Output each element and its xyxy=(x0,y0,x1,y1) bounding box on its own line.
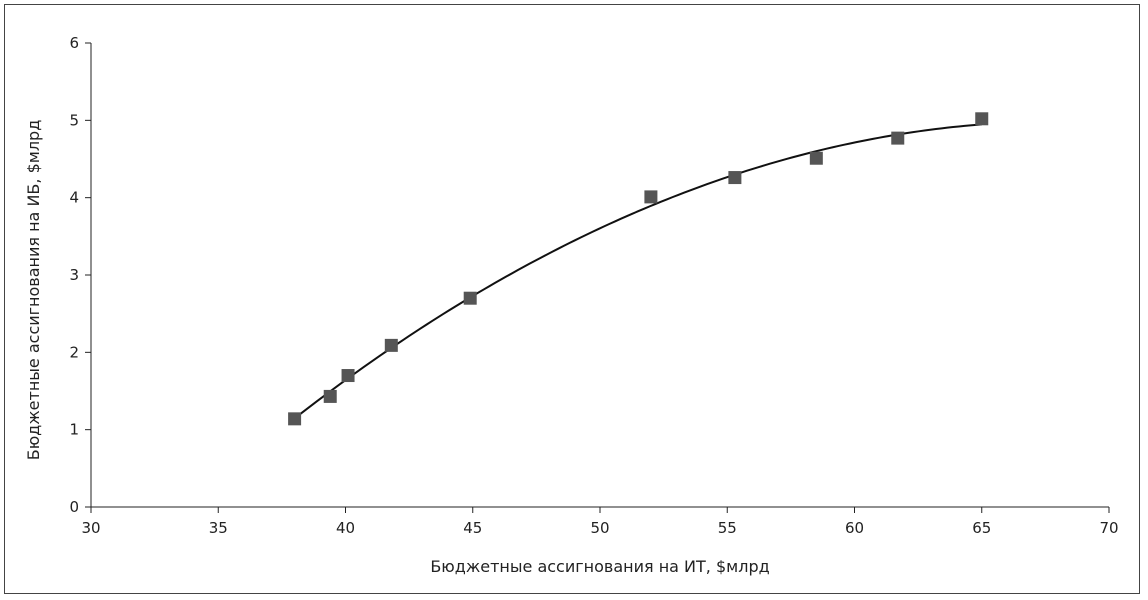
y-tick-label: 5 xyxy=(69,111,79,129)
data-point xyxy=(644,190,658,204)
axes xyxy=(90,43,1109,508)
x-axis-ticks: 30 35 40 45 50 55 60 65 70 xyxy=(81,507,1119,537)
x-tick-label: 60 xyxy=(845,519,864,537)
y-tick-label: 4 xyxy=(69,189,79,207)
y-axis-title: Бюджетные ассигнования на ИБ, $млрд xyxy=(24,120,43,461)
x-tick-label: 45 xyxy=(463,519,482,537)
data-point xyxy=(891,131,905,145)
data-point xyxy=(384,338,398,352)
x-tick-label: 40 xyxy=(336,519,355,537)
y-tick-label: 1 xyxy=(69,421,79,439)
data-point xyxy=(975,112,989,126)
data-points xyxy=(288,112,989,426)
x-tick-label: 55 xyxy=(718,519,737,537)
data-point xyxy=(728,171,742,185)
x-axis-title: Бюджетные ассигнования на ИТ, $млрд xyxy=(430,557,769,576)
x-tick-label: 65 xyxy=(972,519,991,537)
data-point xyxy=(288,412,302,426)
data-point xyxy=(341,369,355,383)
y-tick-label: 6 xyxy=(69,34,79,52)
data-point xyxy=(463,291,477,305)
x-tick-label: 35 xyxy=(209,519,228,537)
y-tick-label: 0 xyxy=(69,498,79,516)
x-tick-label: 70 xyxy=(1099,519,1118,537)
y-tick-label: 3 xyxy=(69,266,79,284)
x-tick-label: 50 xyxy=(590,519,609,537)
x-tick-label: 30 xyxy=(81,519,100,537)
data-point xyxy=(809,151,823,165)
y-tick-label: 2 xyxy=(69,343,79,361)
y-axis-ticks: 0 1 2 3 4 5 6 xyxy=(69,34,91,516)
data-point xyxy=(323,389,337,403)
trend-line xyxy=(293,123,982,420)
